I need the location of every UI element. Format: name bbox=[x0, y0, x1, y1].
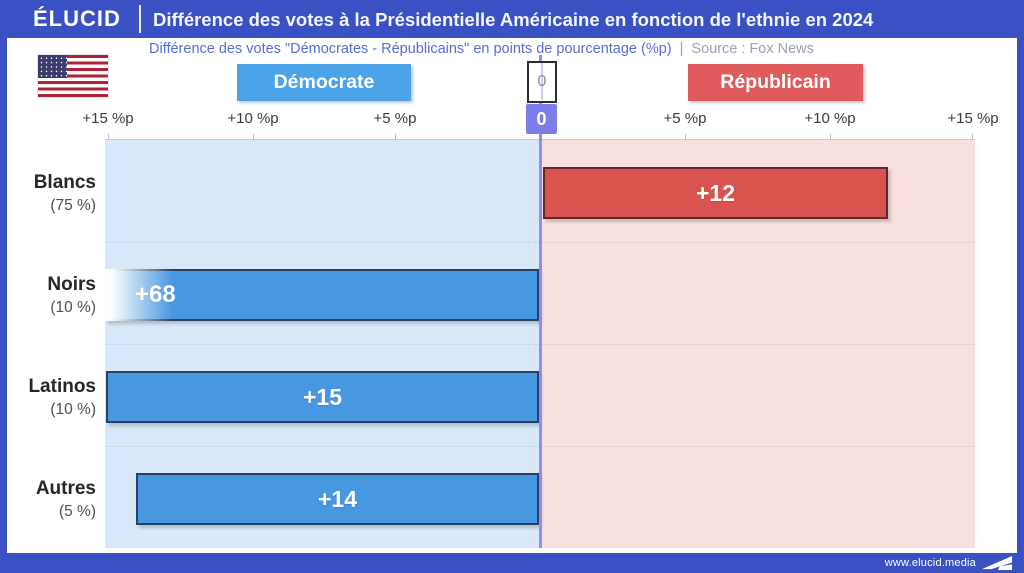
axis-tick bbox=[972, 134, 973, 140]
frame-left bbox=[0, 38, 7, 553]
axis-label-left-10: +10 %p bbox=[227, 110, 279, 127]
axis-tick bbox=[253, 134, 254, 140]
website-link[interactable]: www.elucid.media bbox=[884, 557, 976, 569]
category-share: (10 %) bbox=[50, 400, 96, 418]
legend-democrat: Démocrate bbox=[237, 64, 411, 101]
bar-value-label: +15 bbox=[302, 383, 342, 410]
elucid-flag-icon bbox=[981, 555, 1013, 571]
source-label: Source : Fox News bbox=[691, 41, 814, 57]
subtitle-separator: | bbox=[679, 41, 684, 57]
axis-label-left-15: +15 %p bbox=[82, 110, 134, 127]
category-name: Autres bbox=[35, 477, 96, 499]
zero-marker-line bbox=[541, 63, 543, 100]
axis-tick bbox=[830, 134, 831, 140]
zero-marker-box: 0 bbox=[527, 61, 557, 103]
category-name: Noirs bbox=[47, 273, 96, 295]
header-separator bbox=[139, 5, 141, 33]
legend-republican: Républicain bbox=[688, 64, 863, 101]
category-share: (5 %) bbox=[58, 502, 96, 520]
bar-autres-democrate: +14 bbox=[136, 473, 539, 525]
axis-label-right-5: +5 %p bbox=[663, 110, 707, 127]
category-share: (75 %) bbox=[50, 196, 96, 214]
axis-label-left-5: +5 %p bbox=[373, 110, 417, 127]
category-noirs: Noirs (10 %) bbox=[0, 269, 96, 321]
bar-value-label: +12 bbox=[695, 179, 735, 206]
axis-zero-badge: 0 bbox=[526, 104, 557, 134]
header-bar: ÉLUCID Différence des votes à la Préside… bbox=[0, 0, 1024, 38]
axis-tick bbox=[108, 134, 109, 140]
axis-tick bbox=[395, 134, 396, 140]
us-flag-canton bbox=[38, 55, 67, 78]
bar-blancs-republicain: +12 bbox=[543, 167, 888, 219]
category-name: Latinos bbox=[28, 375, 96, 397]
bar-value-label: +14 bbox=[317, 485, 357, 512]
zero-marker-value: 0 bbox=[537, 73, 547, 90]
category-name: Blancs bbox=[33, 171, 96, 193]
chart-subtitle: Différence des votes "Démocrates - Répub… bbox=[149, 39, 814, 59]
zero-axis-line bbox=[539, 55, 542, 548]
footer-bar: www.elucid.media bbox=[0, 553, 1024, 573]
category-blancs: Blancs (75 %) bbox=[0, 167, 96, 219]
category-autres: Autres (5 %) bbox=[0, 473, 96, 525]
axis-tick bbox=[685, 134, 686, 140]
category-latinos: Latinos (10 %) bbox=[0, 371, 96, 423]
category-share: (10 %) bbox=[50, 298, 96, 316]
bar-value-label: +68 bbox=[135, 281, 176, 308]
page-title: Différence des votes à la Présidentielle… bbox=[153, 9, 874, 30]
axis-label-right-10: +10 %p bbox=[804, 110, 856, 127]
us-flag-icon bbox=[38, 55, 108, 97]
elucid-logo: ÉLUCID bbox=[33, 6, 121, 31]
bar-latinos-democrate: +15 bbox=[106, 371, 539, 423]
axis-label-right-15: +15 %p bbox=[947, 110, 999, 127]
frame-right bbox=[1017, 38, 1024, 553]
bar-noirs-democrate: +68 bbox=[105, 269, 539, 321]
subtitle-text: Différence des votes "Démocrates - Répub… bbox=[149, 41, 672, 57]
